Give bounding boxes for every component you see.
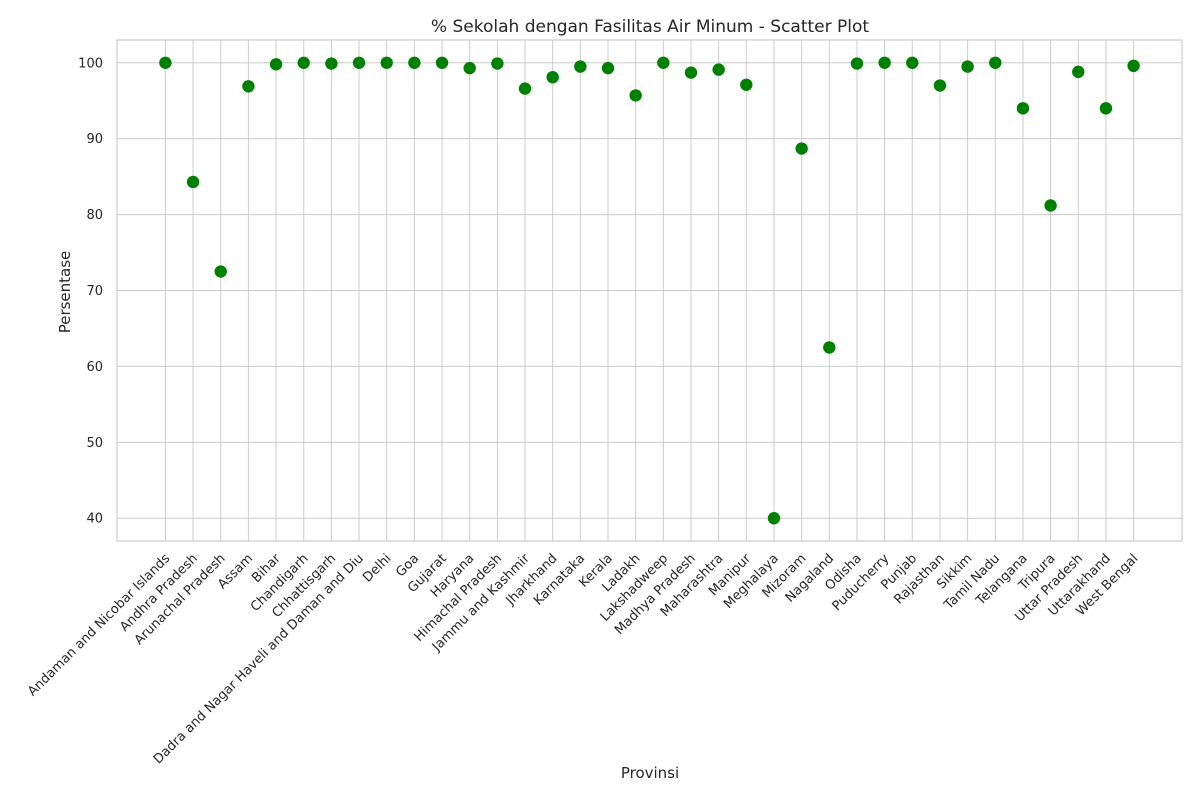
data-point [463, 61, 476, 75]
data-point [878, 56, 891, 69]
data-point [933, 79, 947, 92]
data-point [1099, 102, 1113, 115]
data-point [269, 58, 283, 71]
data-point [435, 56, 449, 69]
x-axis-label: Provinsi [621, 764, 679, 782]
y-tick-label: 80 [86, 208, 103, 223]
data-point [214, 265, 227, 278]
x-tick-label: Delhi [360, 551, 394, 585]
data-point [850, 57, 864, 70]
data-point [1044, 199, 1057, 212]
y-tick-label: 70 [86, 284, 103, 299]
data-point [684, 66, 698, 79]
data-point [740, 78, 753, 91]
data-point [1072, 65, 1085, 79]
data-point [629, 89, 642, 102]
y-tick-label: 90 [86, 132, 103, 147]
y-axis-ticks: 40 50 60 70 80 90 100 [78, 56, 103, 526]
data-point [408, 56, 421, 69]
data-point [380, 56, 393, 69]
data-point [1016, 102, 1030, 115]
data-point [989, 56, 1002, 69]
data-point [574, 60, 587, 73]
grid-lines [117, 40, 1182, 541]
data-point [242, 80, 255, 93]
data-point [906, 56, 919, 69]
data-point [712, 63, 725, 76]
data-point [159, 56, 172, 69]
data-point [325, 57, 338, 70]
data-point [186, 175, 200, 189]
data-point [491, 57, 504, 70]
y-axis-label: Persentase [56, 251, 74, 334]
y-tick-label: 40 [86, 512, 103, 527]
data-point [352, 56, 366, 69]
y-tick-label: 60 [86, 360, 103, 375]
chart-title: % Sekolah dengan Fasilitas Air Minum - S… [431, 17, 869, 37]
data-point [518, 82, 532, 95]
data-point [657, 56, 670, 69]
data-points [159, 56, 1140, 525]
data-point [823, 341, 836, 354]
y-tick-label: 50 [86, 436, 103, 451]
plot-frame [116, 39, 1183, 542]
data-point [546, 70, 559, 84]
data-point [961, 60, 974, 73]
data-point [1127, 59, 1140, 73]
data-point [795, 142, 808, 155]
data-point [601, 61, 615, 75]
y-tick-label: 100 [78, 56, 103, 71]
data-point [297, 56, 310, 69]
data-point [767, 512, 781, 525]
